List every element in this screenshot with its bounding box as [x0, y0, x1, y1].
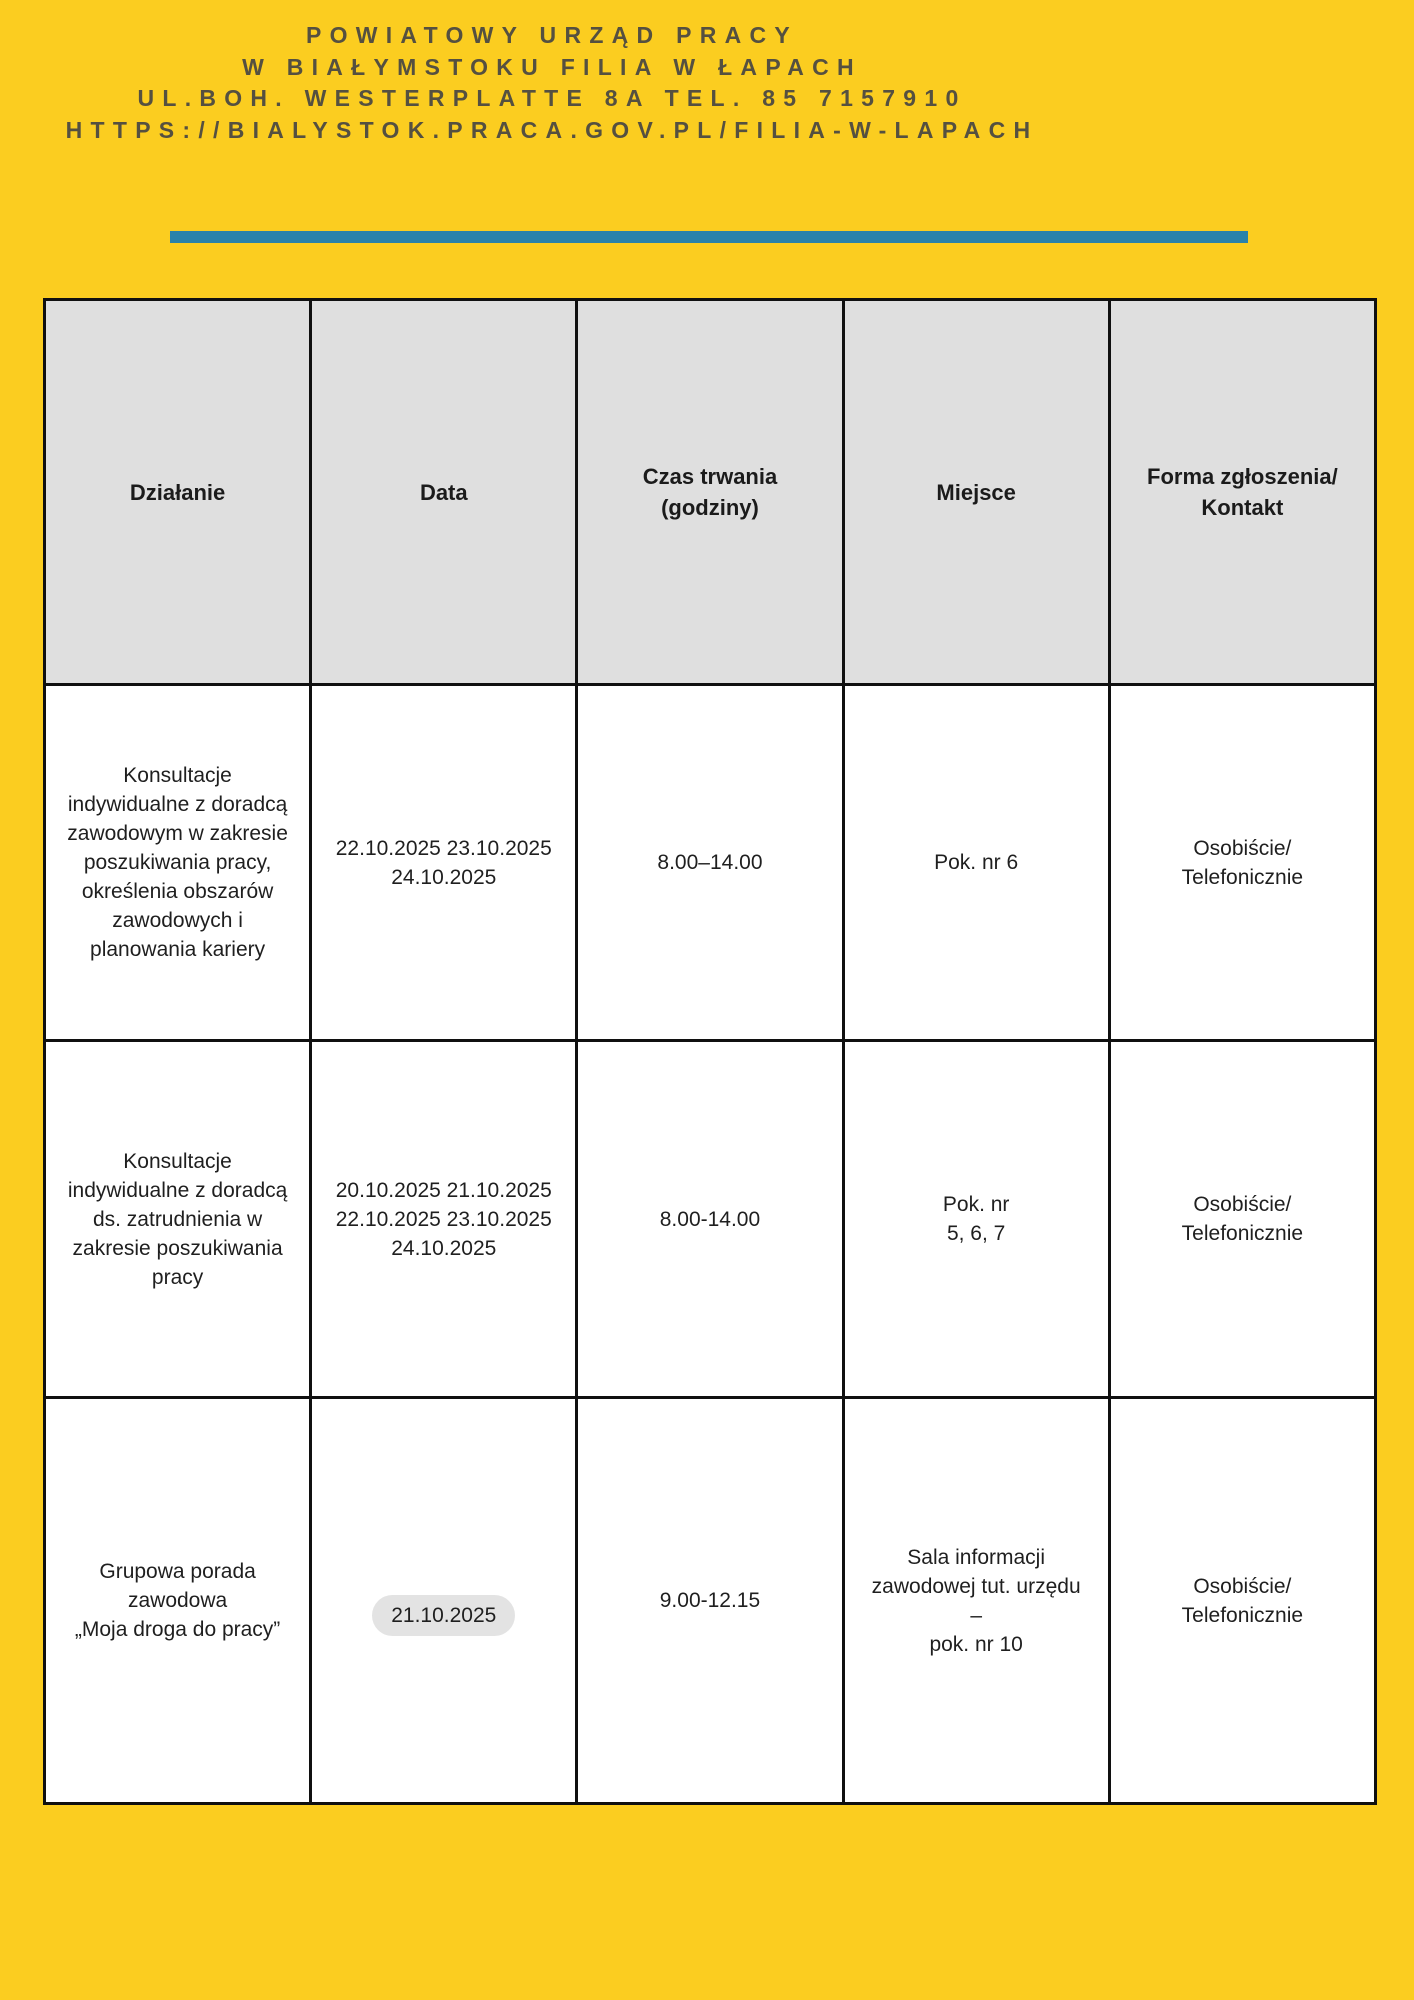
org-header-line-3: UL.BOH. WESTERPLATTE 8A TEL. 85 7157910 — [137, 85, 967, 111]
cell-dzialanie: Grupowa porada zawodowa „Moja droga do p… — [42, 1396, 313, 1805]
org-header-line-1: POWIATOWY URZĄD PRACY — [305, 22, 799, 48]
cell-data: 20.10.2025 21.10.2025 22.10.2025 23.10.2… — [309, 1039, 579, 1399]
table-row: Konsultacje indywidualne z doradcą zawod… — [42, 683, 1378, 1042]
cell-data: 22.10.2025 23.10.2025 24.10.2025 — [309, 683, 579, 1042]
cell-dzialanie: Konsultacje indywidualne z doradcą ds. z… — [42, 1039, 313, 1399]
org-header-line-2: W BIAŁYMSTOKU FILIA W ŁAPACH — [242, 53, 862, 80]
column-header-miejsce: Miejsce — [841, 298, 1111, 686]
table-header-row: Działanie Data Czas trwania (godziny) Mi… — [42, 298, 1378, 686]
cell-czas-trwania: 9.00-12.15 — [575, 1396, 845, 1805]
highlighted-date-pill: 21.10.2025 — [372, 1594, 516, 1636]
table-row: Grupowa porada zawodowa „Moja droga do p… — [42, 1396, 1378, 1805]
cell-miejsce: Pok. nr 5, 6, 7 — [841, 1039, 1111, 1399]
column-header-czas-trwania: Czas trwania (godziny) — [575, 298, 845, 686]
cell-miejsce: Sala informacji zawodowej tut. urzędu – … — [841, 1396, 1111, 1805]
cell-forma-zgloszenia: Osobiście/ Telefonicznie — [1107, 683, 1378, 1042]
cell-data: 21.10.2025 — [309, 1396, 579, 1805]
org-header: POWIATOWY URZĄD PRACY W BIAŁYMSTOKU FILI… — [0, 20, 1104, 146]
column-header-dzialanie: Działanie — [42, 298, 313, 686]
table-row: Konsultacje indywidualne z doradcą ds. z… — [42, 1039, 1378, 1399]
schedule-table: Działanie Data Czas trwania (godziny) Mi… — [42, 298, 1378, 1805]
column-header-data: Data — [309, 298, 579, 686]
cell-forma-zgloszenia: Osobiście/ Telefonicznie — [1107, 1396, 1378, 1805]
accent-bar — [170, 231, 1248, 243]
cell-czas-trwania: 8.00-14.00 — [575, 1039, 845, 1399]
cell-miejsce: Pok. nr 6 — [841, 683, 1111, 1042]
cell-dzialanie: Konsultacje indywidualne z doradcą zawod… — [42, 683, 313, 1042]
cell-forma-zgloszenia: Osobiście/ Telefonicznie — [1107, 1039, 1378, 1399]
org-header-line-4: HTTPS://BIALYSTOK.PRACA.GOV.PL/FILIA-W-L… — [65, 116, 1039, 143]
column-header-forma-zgloszenia: Forma zgłoszenia/ Kontakt — [1107, 298, 1378, 686]
cell-czas-trwania: 8.00–14.00 — [575, 683, 845, 1042]
